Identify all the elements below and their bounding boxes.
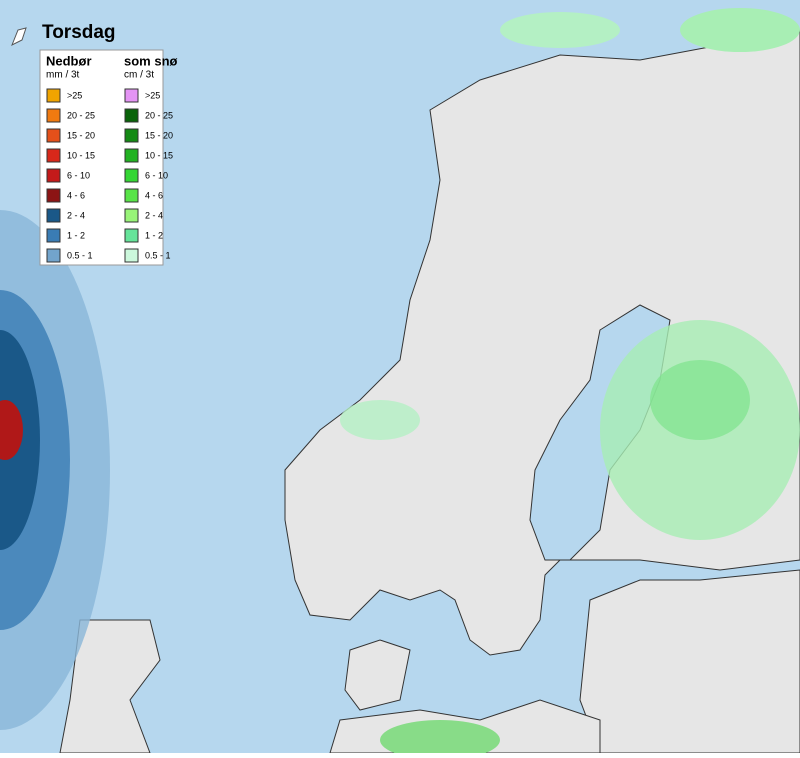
- snow-area: [500, 12, 620, 48]
- legend-swatch: [124, 168, 139, 183]
- legend-heading: Nedbør: [46, 53, 92, 68]
- legend-swatch: [124, 188, 139, 203]
- legend-unit: cm / 3t: [124, 70, 154, 81]
- legend-swatch: [124, 148, 139, 163]
- legend-label: 20 - 25: [67, 110, 95, 120]
- legend-swatch: [124, 128, 139, 143]
- legend-swatch: [124, 88, 139, 103]
- legend-label: >25: [145, 90, 160, 100]
- legend-label: 20 - 25: [145, 110, 173, 120]
- denmark: [344, 639, 411, 711]
- legend-swatch: [46, 168, 61, 183]
- legend-swatch: [46, 248, 61, 263]
- legend-swatch: [46, 148, 61, 163]
- legend-label: 1 - 2: [67, 230, 85, 240]
- legend-swatch: [46, 188, 61, 203]
- app-icon: [11, 27, 27, 47]
- legend-swatch: [46, 128, 61, 143]
- legend-label: 0.5 - 1: [145, 250, 171, 260]
- legend-swatch: [124, 228, 139, 243]
- legend-label: 15 - 20: [67, 130, 95, 140]
- legend-swatch: [46, 208, 61, 223]
- map-title: Torsdag: [42, 22, 116, 43]
- legend-swatch: [46, 108, 61, 123]
- rain-area: [0, 400, 23, 460]
- legend-swatch: [124, 208, 139, 223]
- legend-swatch: [46, 88, 61, 103]
- britain: [59, 619, 161, 754]
- legend-swatch: [124, 108, 139, 123]
- legend-heading: som snø: [124, 53, 178, 68]
- legend-label: 6 - 10: [145, 170, 168, 180]
- legend-label: 4 - 6: [67, 190, 85, 200]
- snow-area: [340, 400, 420, 440]
- snow-area: [380, 720, 500, 758]
- legend-label: 10 - 15: [145, 150, 173, 160]
- precipitation: [0, 8, 800, 758]
- legend-label: 6 - 10: [67, 170, 90, 180]
- legend-label: 2 - 4: [145, 210, 163, 220]
- legend-label: 1 - 2: [145, 230, 163, 240]
- eastern-europe: [579, 569, 800, 754]
- legend-label: 15 - 20: [145, 130, 173, 140]
- legend-label: >25: [67, 90, 82, 100]
- legend-swatch: [46, 228, 61, 243]
- legend-label: 2 - 4: [67, 210, 85, 220]
- snow-area: [650, 360, 750, 440]
- legend-swatch: [124, 248, 139, 263]
- snow-area: [680, 8, 800, 52]
- legend-label: 10 - 15: [67, 150, 95, 160]
- legend-unit: mm / 3t: [46, 70, 80, 81]
- legend-label: 4 - 6: [145, 190, 163, 200]
- legend-label: 0.5 - 1: [67, 250, 93, 260]
